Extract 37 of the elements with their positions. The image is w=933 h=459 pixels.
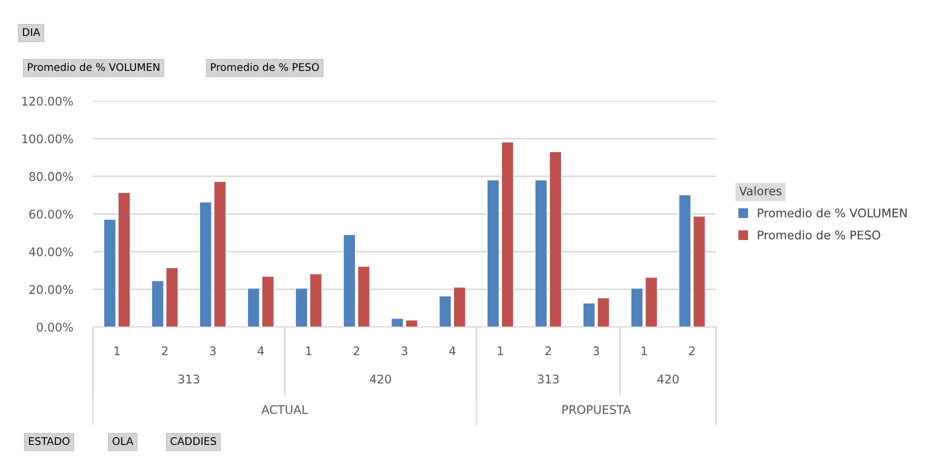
x-tick-label: 4: [449, 346, 456, 356]
x-tick-label: 2: [545, 346, 551, 356]
x-tick-label: 2: [354, 346, 360, 356]
text: Promedio de % VOLUMEN: [28, 62, 160, 72]
y-tick-label: 0.00%: [36, 322, 73, 332]
y-tick-label: 20.00%: [29, 285, 73, 294]
text: DIA: [23, 28, 40, 36]
text: 313: [538, 374, 559, 384]
legend-label: Promedio de % PESO: [758, 230, 880, 240]
x-tick-label: 1: [114, 346, 120, 356]
x-tick-label: 4: [258, 346, 264, 356]
text: 420: [370, 374, 392, 384]
text: CADDIES: [170, 437, 216, 446]
text: Promedio de % PESO: [211, 62, 319, 72]
y-tick-label: 80.00%: [29, 172, 73, 181]
text: OLA: [112, 437, 134, 446]
y-tick-label: 60.00%: [29, 210, 73, 219]
x-tick-label: 3: [402, 346, 408, 356]
text: ACTUAL: [261, 405, 308, 414]
legend-title: Valores: [739, 186, 782, 196]
bar: [390, 318, 404, 327]
text: ESTADO: [29, 437, 70, 446]
x-tick-label: 3: [593, 346, 599, 356]
text: 313: [178, 374, 200, 384]
y-tick-label: 100.00%: [22, 134, 73, 144]
x-tick-label: 3: [210, 346, 216, 356]
x-tick-label: 1: [642, 346, 647, 356]
y-tick-label: 40.00%: [29, 247, 73, 256]
bar: [405, 320, 418, 327]
text: 420: [657, 374, 679, 384]
legend-label: Promedio de % VOLUMEN: [758, 208, 907, 218]
x-tick-label: 1: [306, 346, 312, 356]
x-tick-label: 2: [689, 346, 695, 356]
x-tick-label: 1: [498, 346, 504, 356]
text: PROPUESTA: [562, 405, 631, 414]
y-tick-label: 120.00%: [22, 96, 73, 106]
x-tick-label: 2: [162, 346, 168, 356]
